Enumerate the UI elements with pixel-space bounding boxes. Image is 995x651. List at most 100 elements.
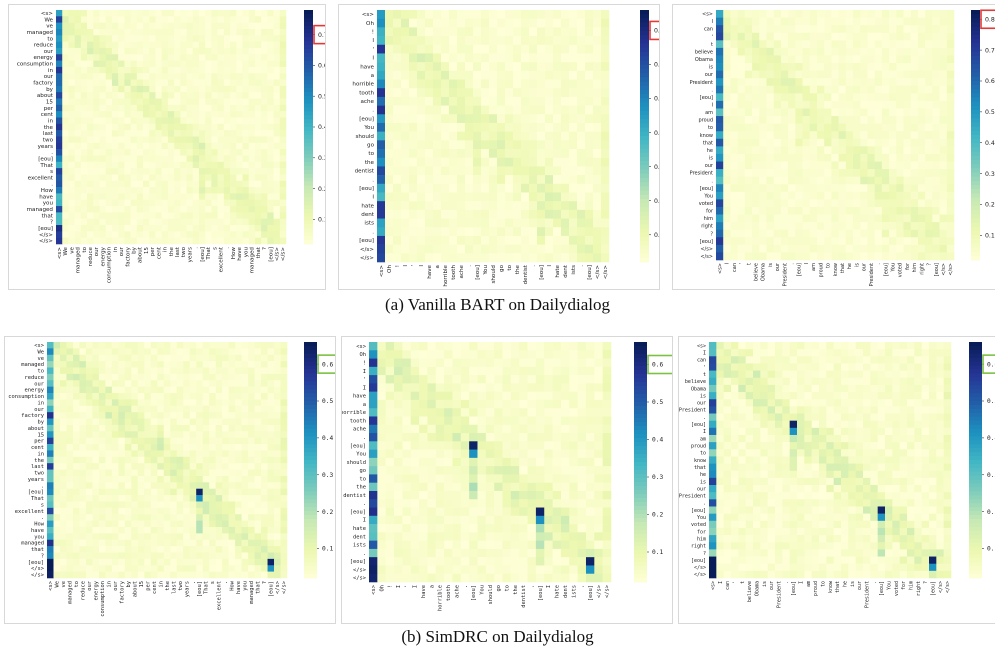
heatmap-cell — [513, 44, 522, 54]
heatmap-cell — [242, 237, 250, 245]
heatmap-cell — [505, 253, 514, 263]
heatmap-cell — [917, 108, 926, 117]
heatmap-cell — [867, 85, 875, 94]
heatmap-cell — [831, 146, 839, 155]
heatmap-cell — [124, 161, 131, 169]
heatmap-cell — [577, 70, 586, 80]
heatmap-cell — [537, 244, 546, 254]
heatmap-cell — [601, 140, 610, 150]
heatmap-cell — [47, 399, 54, 407]
heatmap-cell — [192, 174, 200, 182]
heatmap-cell — [47, 507, 54, 515]
heatmap-cell — [196, 399, 203, 407]
colorbar-segment — [304, 185, 313, 190]
heatmap-cell — [130, 123, 138, 131]
heatmap-cell — [910, 47, 919, 56]
heatmap-cell — [124, 526, 132, 534]
heatmap-cell — [241, 424, 249, 432]
heatmap-cell — [180, 199, 187, 207]
heatmap-cell — [136, 237, 144, 245]
heatmap-cell — [593, 114, 602, 124]
heatmap-cell — [279, 35, 287, 42]
heatmap-cell — [569, 18, 578, 28]
heatmap-cell — [529, 235, 538, 245]
heatmap-cell — [180, 35, 187, 42]
heatmap-cell — [176, 475, 184, 483]
heatmap-cell — [802, 25, 811, 34]
heatmap-cell — [211, 136, 218, 144]
heatmap-cell — [222, 393, 229, 400]
heatmap-cell — [80, 168, 88, 175]
heatmap-cell — [186, 136, 194, 144]
heatmap-cell — [105, 367, 113, 375]
heatmap-cell — [505, 140, 514, 150]
heatmap-cell — [149, 54, 156, 61]
heatmap-cell — [217, 187, 225, 194]
heatmap-cell — [925, 47, 933, 56]
heatmap-cell — [903, 100, 912, 109]
heatmap-cell — [74, 73, 82, 80]
heatmap-cell — [143, 206, 150, 213]
heatmap-cell — [105, 444, 113, 451]
heatmap-cell — [167, 117, 175, 125]
heatmap-cell — [577, 114, 586, 124]
heatmap-cell — [124, 450, 132, 458]
heatmap-cell — [553, 44, 562, 54]
heatmap-cell — [449, 105, 458, 115]
heatmap-cell — [889, 63, 897, 71]
heatmap-cell — [161, 155, 169, 163]
heatmap-cell — [788, 199, 796, 208]
heatmap-cell — [481, 227, 490, 237]
heatmap-cell — [561, 122, 570, 132]
heatmap-cell — [788, 40, 796, 49]
heatmap-cell — [137, 552, 145, 560]
heatmap-cell — [759, 47, 767, 56]
heatmap-cell — [889, 176, 897, 185]
heatmap-cell — [242, 231, 250, 238]
heatmap-cell — [481, 105, 490, 115]
heatmap-cell — [385, 36, 394, 46]
heatmap-cell — [473, 157, 482, 167]
y-tick-label: <s> — [362, 12, 375, 18]
colorbar-segment — [971, 64, 980, 69]
heatmap-cell — [824, 55, 832, 64]
heatmap-cell — [59, 450, 67, 458]
heatmap-cell — [279, 98, 287, 106]
heatmap-cell — [144, 507, 152, 515]
heatmap-cell — [553, 235, 562, 245]
heatmap-cell — [816, 32, 825, 41]
heatmap-cell — [59, 367, 67, 375]
heatmap-cell — [473, 235, 482, 245]
heatmap-cell — [759, 146, 767, 155]
heatmap-cell — [99, 199, 107, 207]
heatmap-cell — [845, 169, 854, 177]
heatmap-cell — [780, 123, 789, 132]
heatmap-cell — [409, 175, 418, 185]
colorbar-segment — [640, 165, 649, 170]
heatmap-cell — [92, 482, 100, 489]
heatmap-cell — [766, 116, 774, 124]
heatmap-cell — [196, 444, 203, 451]
heatmap-cell — [198, 92, 206, 99]
heatmap-cell — [860, 214, 868, 223]
heatmap-cell — [124, 149, 131, 156]
y-tick-label: You — [703, 193, 713, 199]
heatmap-cell — [241, 386, 249, 394]
heatmap-cell — [144, 361, 152, 368]
heatmap-cell — [889, 161, 897, 170]
heatmap-cell — [809, 78, 818, 87]
heatmap-cell — [433, 88, 442, 98]
heatmap-cell — [425, 166, 434, 176]
x-tick-label: [eou] — [587, 265, 593, 280]
colorbar-segment — [640, 249, 649, 254]
heatmap-cell — [795, 10, 803, 18]
heatmap-cell — [79, 373, 87, 381]
heatmap-cell — [254, 149, 262, 156]
heatmap-cell — [174, 111, 181, 118]
heatmap-cell — [780, 100, 789, 109]
y-tick-label: hate — [361, 203, 374, 209]
heatmap-cell — [254, 92, 262, 99]
colorbar-segment — [971, 55, 980, 61]
heatmap-cell — [74, 92, 82, 99]
heatmap-cell — [457, 62, 466, 72]
